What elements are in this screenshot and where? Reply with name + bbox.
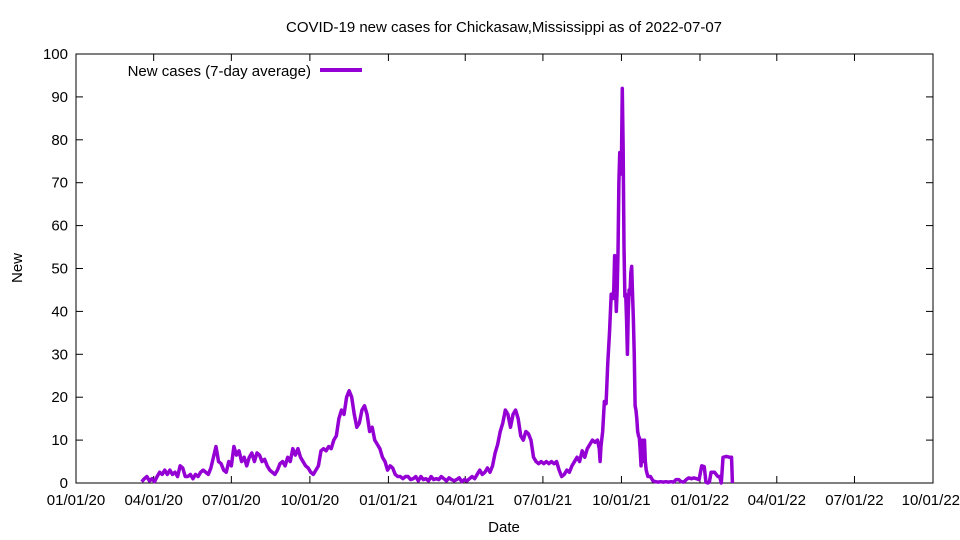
x-tick-label: 07/01/22 [825,492,883,509]
y-tick-label: 90 [51,89,68,106]
y-tick-label: 100 [43,46,68,63]
y-tick-label: 30 [51,346,68,363]
x-tick-label: 07/01/21 [514,492,572,509]
x-tick-label: 10/01/22 [902,492,960,509]
x-tick-label: 07/01/20 [202,492,260,509]
y-tick-label: 70 [51,175,68,192]
y-tick-label: 0 [60,475,68,492]
x-axis-ticks: 01/01/20 04/01/20 07/01/20 10/01/20 01/01/21… [47,54,960,509]
plot-area-border [75,53,934,484]
x-tick-label: 01/01/22 [671,492,729,509]
x-tick-label: 04/01/22 [748,492,806,509]
x-tick-label: 04/01/20 [124,492,182,509]
y-tick-label: 20 [51,389,68,406]
x-tick-label: 01/01/20 [47,492,105,509]
x-axis-label: Date [488,519,520,536]
x-tick-label: 10/01/21 [592,492,650,509]
y-tick-label: 60 [51,218,68,235]
series-line-0 [140,86,735,485]
y-tick-label: 50 [51,261,68,278]
x-tick-label: 01/01/21 [359,492,417,509]
x-tick-label: 04/01/21 [436,492,494,509]
y-tick-label: 40 [51,303,68,320]
legend-label: New cases (7-day average) [128,63,311,80]
series-layer [140,86,735,485]
x-tick-label: 10/01/20 [281,492,339,509]
y-axis-label: New [9,253,26,283]
y-tick-label: 10 [51,432,68,449]
legend: New cases (7-day average) [128,63,362,80]
chart-title: COVID-19 new cases for Chickasaw,Mississ… [286,19,722,36]
y-tick-label: 80 [51,132,68,149]
y-axis-ticks: 0 10 20 30 40 50 60 70 80 90 100 [43,46,933,492]
